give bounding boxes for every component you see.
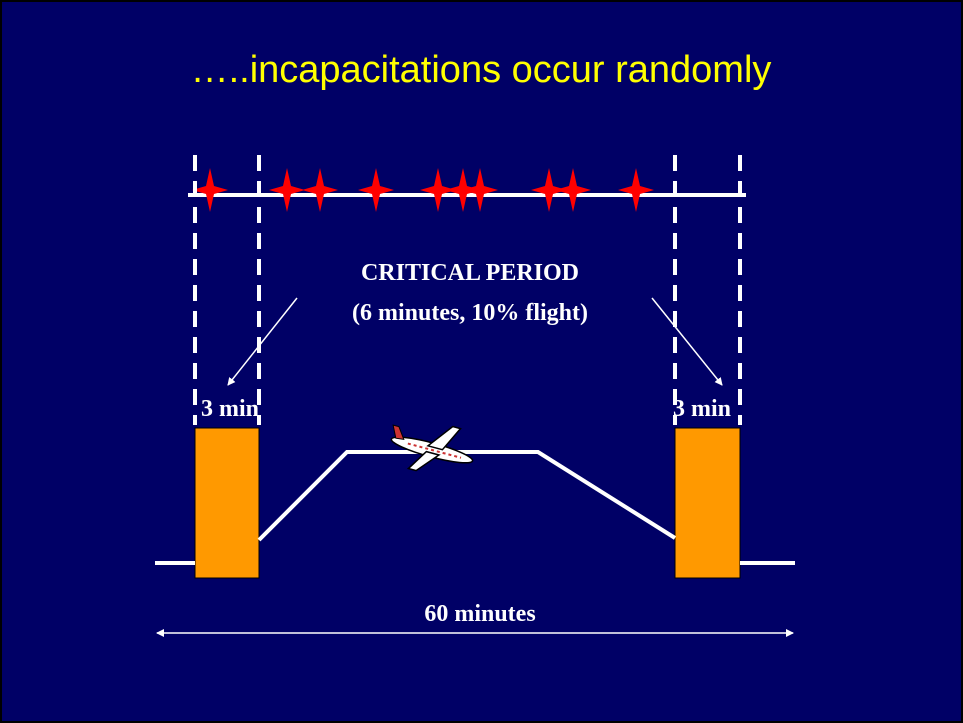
slide-title: …..incapacitations occur randomly [191, 49, 772, 91]
critical-block [194, 427, 260, 579]
critical-block [674, 427, 741, 579]
timeline [188, 168, 746, 212]
pointer-arrow [227, 297, 298, 386]
critical-detail: (6 minutes, 10% flight) [352, 300, 588, 326]
total-duration: 60 minutes [424, 601, 535, 627]
airplane-icon [390, 424, 474, 472]
duration-label: 3 min [673, 396, 731, 422]
critical-label: CRITICAL PERIOD [361, 260, 579, 286]
duration-label: 3 min [201, 396, 259, 422]
pointer-arrow [651, 297, 723, 386]
critical-bounds [193, 155, 742, 425]
